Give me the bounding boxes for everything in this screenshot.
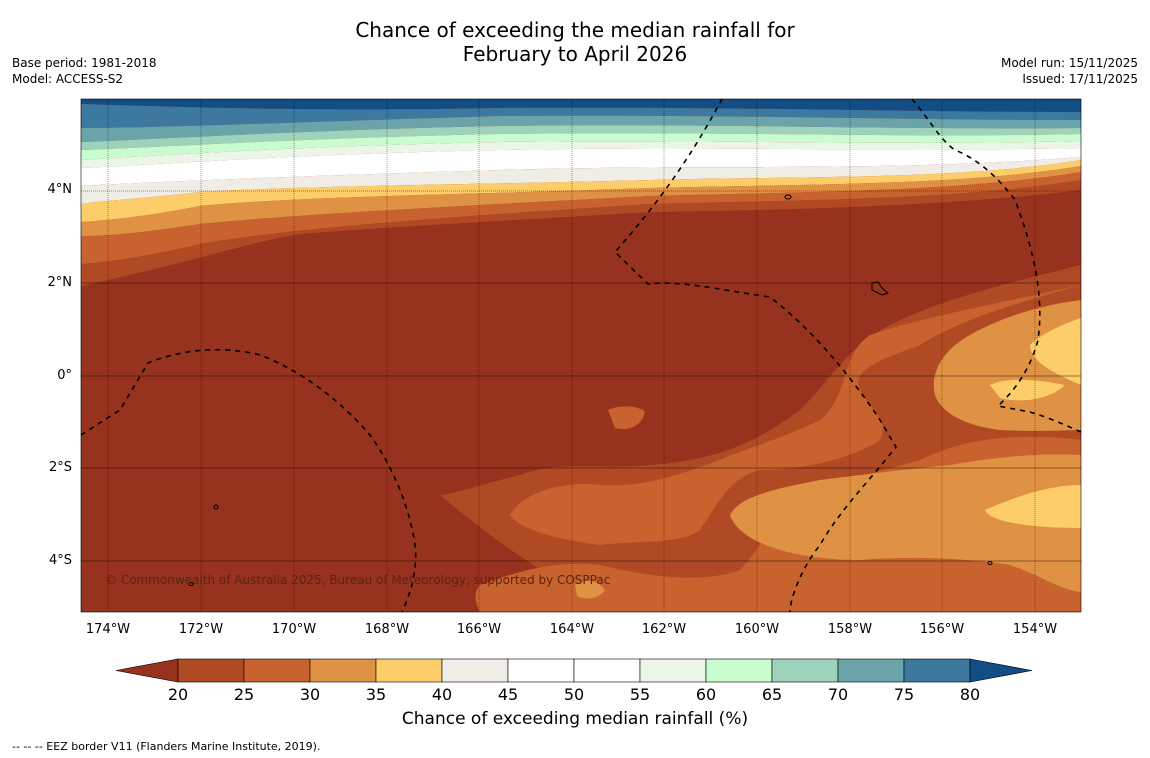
colorbar-segment <box>903 658 971 683</box>
colorbar-segment <box>771 658 839 683</box>
band-25-30-southeast <box>510 285 1081 545</box>
band-25-30-spot <box>608 406 645 430</box>
colorbar-tick-65: 65 <box>761 685 783 704</box>
colorbar-segment <box>639 658 707 683</box>
island-south <box>188 582 194 586</box>
title-line-2: February to April 2026 <box>462 42 688 66</box>
colorbar-tick-20: 20 <box>167 685 189 704</box>
meta-left: Base period: 1981-2018 Model: ACCESS-S2 <box>12 55 157 87</box>
lat-label-2s: 2°S <box>48 460 72 475</box>
lat-label-4s: 4°S <box>48 553 72 568</box>
colorbar-tick-80: 80 <box>959 685 981 704</box>
title-line-1: Chance of exceeding the median rainfall … <box>355 18 795 42</box>
lon-label-164w: 164°W <box>549 622 595 637</box>
copyright-notice: © Commonwealth of Australia 2025, Bureau… <box>105 573 610 587</box>
colorbar-segment <box>375 658 443 683</box>
colorbar-tick-50: 50 <box>563 685 585 704</box>
colorbar-extend-high <box>969 658 1033 683</box>
band-65-70 <box>81 125 1081 150</box>
lat-label-4n: 4°N <box>47 182 73 197</box>
band-35-40-east <box>1030 318 1081 385</box>
island-southeast <box>987 561 993 565</box>
eez-borders <box>81 99 1081 612</box>
lon-label-168w: 168°W <box>364 622 410 637</box>
colorbar-tick-55: 55 <box>629 685 651 704</box>
lon-label-154w: 154°W <box>1012 622 1058 637</box>
lat-label-0: 0° <box>57 368 72 383</box>
band-30-35 <box>81 166 1081 236</box>
colorbar-tick-30: 30 <box>299 685 321 704</box>
island-southwest <box>213 504 219 510</box>
lon-label-162w: 162°W <box>641 622 687 637</box>
colorbar-tick-45: 45 <box>497 685 519 704</box>
model-name: Model: ACCESS-S2 <box>12 72 124 86</box>
islands <box>188 194 993 586</box>
colorbar-tick-75: 75 <box>893 685 915 704</box>
colorbar-tick-25: 25 <box>233 685 255 704</box>
band-30-35-south-patch <box>575 580 605 599</box>
colorbar-tick-35: 35 <box>365 685 387 704</box>
lon-label-172w: 172°W <box>178 622 224 637</box>
colorbar-extend-low <box>115 658 179 683</box>
band-80-plus <box>81 99 1081 112</box>
lon-label-160w: 160°W <box>734 622 780 637</box>
colorbar-segment <box>573 658 641 683</box>
colorbar-segment <box>243 658 311 683</box>
colorbar-segment <box>705 658 773 683</box>
band-35-40-southeast <box>985 485 1081 528</box>
band-55-60 <box>81 141 1081 168</box>
colorbar-segment <box>309 658 377 683</box>
colorbar-tick-40: 40 <box>431 685 453 704</box>
colorbar-segment <box>837 658 905 683</box>
graticule <box>81 99 1081 612</box>
issued-date: Issued: 17/11/2025 <box>1022 72 1138 86</box>
band-40-45 <box>81 157 1081 204</box>
island-north <box>784 194 792 200</box>
island-kiritimati <box>871 281 890 296</box>
model-run: Model run: 15/11/2025 <box>1000 56 1138 70</box>
band-30-35-southeast <box>730 454 1081 592</box>
colorbar-segment <box>507 658 575 683</box>
eez-border-kiribati-east <box>911 99 1081 433</box>
band-45-55 <box>81 148 1081 186</box>
lon-label-174w: 174°W <box>85 622 131 637</box>
lat-label-2n: 2°N <box>47 275 73 290</box>
band-75-80 <box>81 104 1081 128</box>
band-30-35-east <box>933 300 1081 431</box>
lon-label-166w: 166°W <box>456 622 502 637</box>
eez-border-tokelau <box>81 348 417 612</box>
band-60-65 <box>81 133 1081 160</box>
meta-right: Model run: 15/11/2025 Issued: 17/11/2025 <box>1001 55 1138 87</box>
map-title: Chance of exceeding the median rainfall … <box>0 18 1150 66</box>
colorbar-segment <box>177 658 245 683</box>
eez-legend-note: -- -- -- EEZ border V11 (Flanders Marine… <box>12 740 321 753</box>
colorbar-title: Chance of exceeding median rainfall (%) <box>401 709 749 729</box>
base-period: Base period: 1981-2018 <box>12 56 157 70</box>
lon-label-158w: 158°W <box>827 622 873 637</box>
band-25-30 <box>81 172 1081 264</box>
colorbar-tick-70: 70 <box>827 685 849 704</box>
lon-label-170w: 170°W <box>271 622 317 637</box>
colorbar-segment <box>441 658 509 683</box>
lon-label-156w: 156°W <box>919 622 965 637</box>
band-20-25-north <box>81 180 1081 286</box>
colorbar-tick-60: 60 <box>695 685 717 704</box>
map-frame <box>80 98 1082 613</box>
colorbar <box>115 658 1033 683</box>
band-70-75 <box>81 115 1081 142</box>
